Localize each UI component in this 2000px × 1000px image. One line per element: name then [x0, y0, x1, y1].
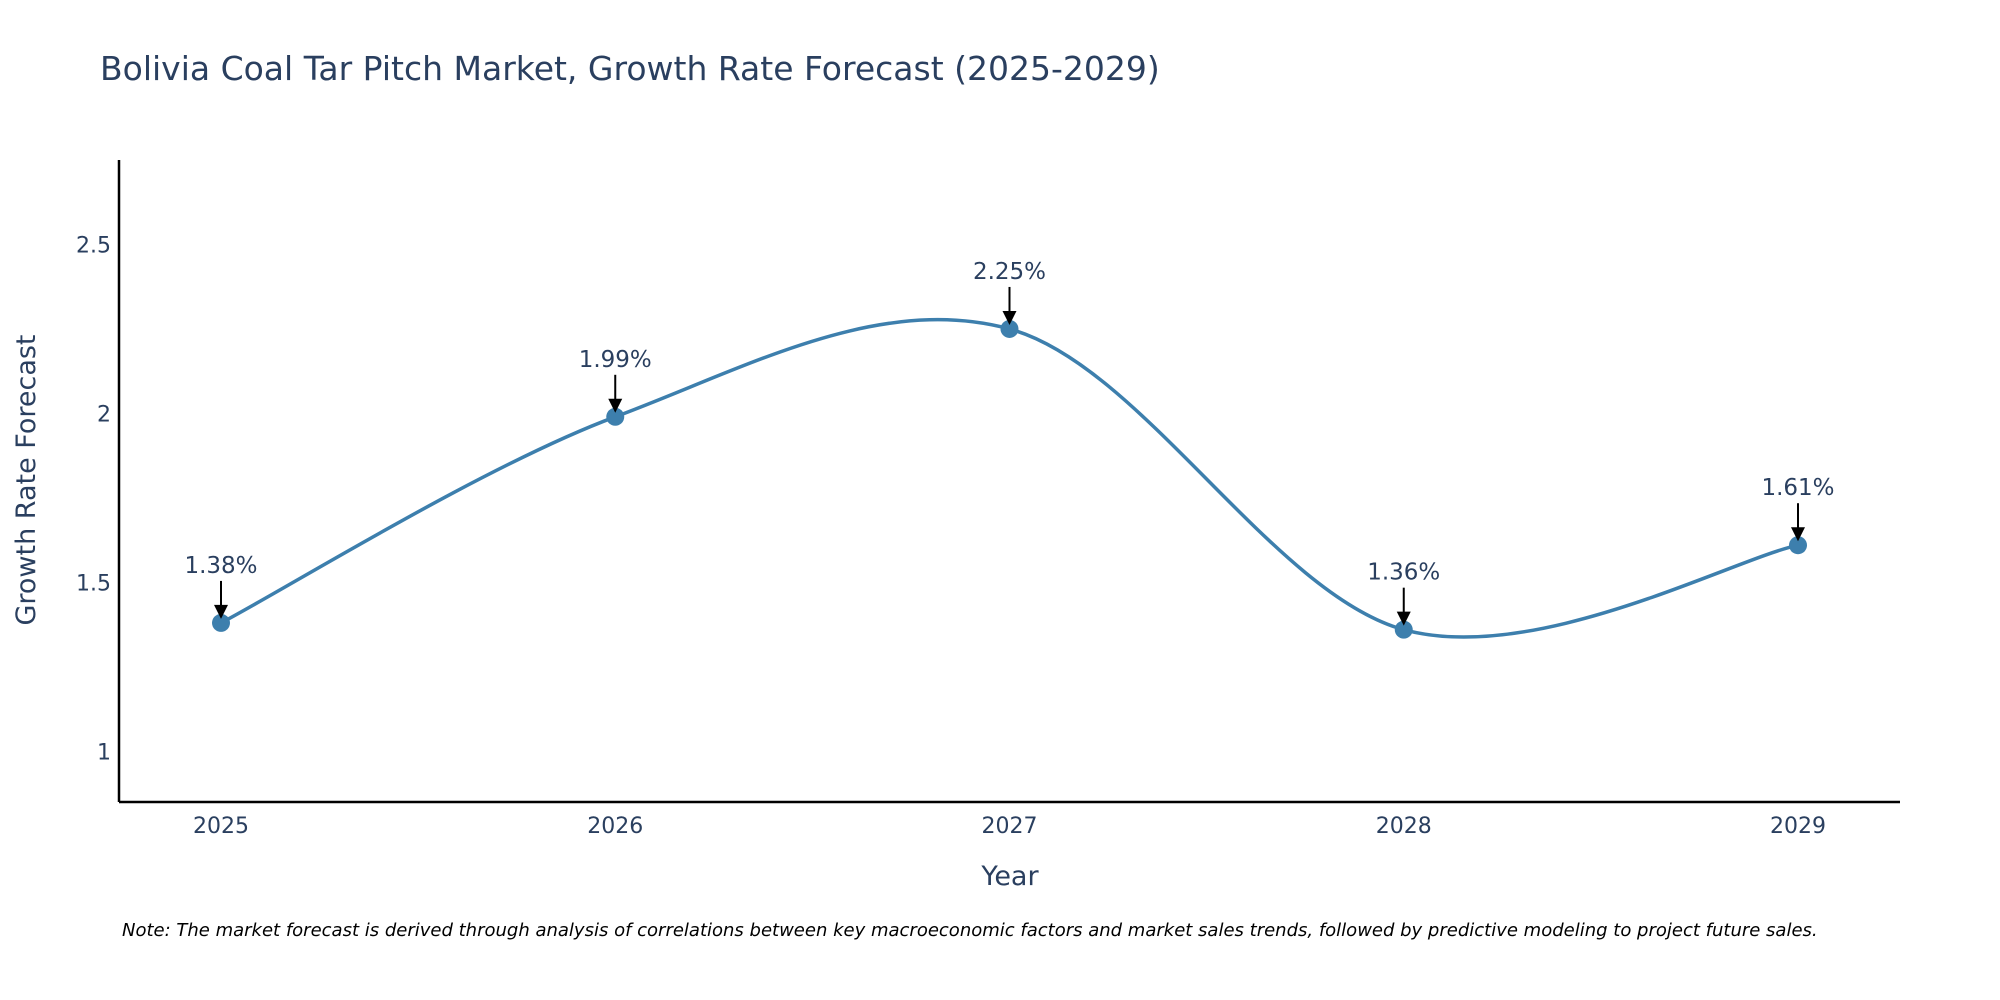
annotation-arrow-head: [608, 398, 623, 413]
x-tick-label: 2026: [587, 814, 643, 839]
y-tick-label: 1: [97, 740, 111, 765]
annotation-arrow-head: [1396, 611, 1411, 626]
data-point: [1000, 319, 1019, 338]
y-axis-title: Growth Rate Forecast: [11, 334, 42, 625]
y-tick-label: 1.5: [76, 571, 111, 596]
data-label: 2.25%: [973, 259, 1046, 285]
chart-title: Bolivia Coal Tar Pitch Market, Growth Ra…: [100, 49, 1160, 88]
y-tick-label: 2.5: [76, 233, 111, 258]
data-point: [1789, 536, 1807, 555]
x-axis-title: Year: [980, 861, 1039, 892]
plot-area: 1 1.5 2 2.5 2025 2026 2027 2028 2029 1.38% 1.99% 2.…: [76, 160, 1900, 839]
x-tick-label: 2028: [1376, 814, 1432, 839]
annotation-arrow-head: [214, 604, 228, 619]
series-line: [220, 317, 1799, 639]
data-label: 1.36%: [1367, 560, 1440, 586]
x-tick-label: 2029: [1770, 814, 1826, 839]
forecast-note: Note: The market forecast is derived thr…: [122, 920, 1818, 941]
data-label: 1.99%: [579, 347, 652, 373]
data-label: 1.61%: [1761, 475, 1834, 501]
y-tick-label: 2: [97, 402, 111, 427]
data-point: [212, 613, 230, 632]
annotation-arrow-head: [1002, 310, 1017, 325]
x-tick-label: 2027: [982, 814, 1038, 839]
data-point: [606, 407, 625, 426]
x-tick-label: 2025: [193, 814, 249, 839]
data-point: [1394, 620, 1413, 639]
annotation-arrow-head: [1791, 527, 1805, 542]
data-label: 1.38%: [184, 553, 257, 579]
